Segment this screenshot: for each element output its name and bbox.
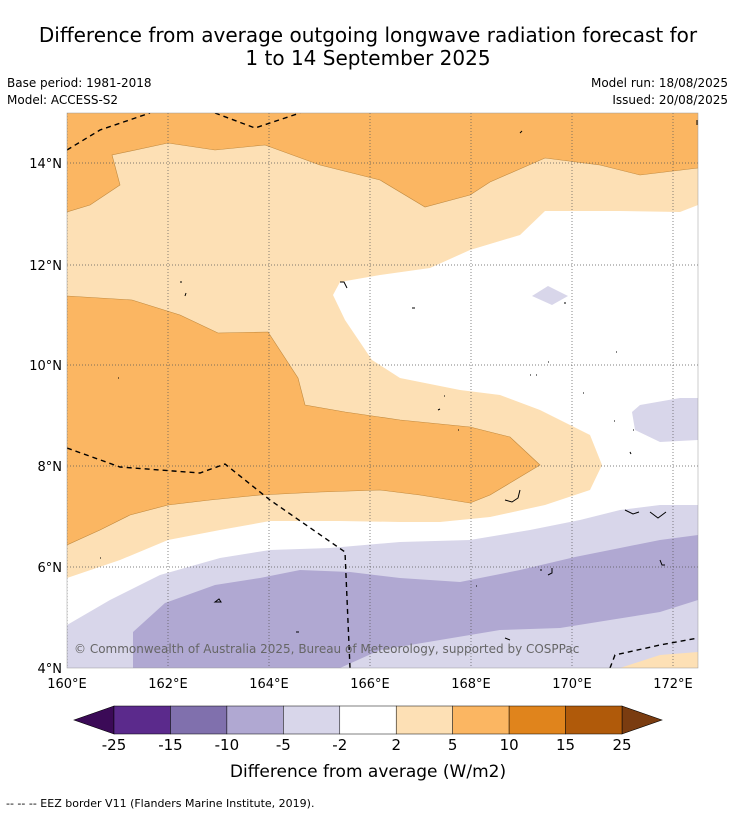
- colorbar-tick-label: 15: [556, 736, 576, 754]
- graticule: [67, 113, 698, 668]
- anomaly-light-purple-patch-east: [632, 398, 698, 442]
- anomaly-light-purple-patch-north: [532, 286, 568, 305]
- lat-label: 14°N: [29, 157, 62, 172]
- colorbar-tick-label: -10: [214, 736, 240, 754]
- anomaly-orange-lower-region: [67, 296, 540, 545]
- lat-label: 4°N: [38, 662, 63, 677]
- lat-axis: 14°N 12°N 10°N 8°N 6°N 4°N: [29, 157, 62, 677]
- colorbar-tick-label: 2: [391, 736, 401, 754]
- colorbar-bin: [565, 705, 623, 735]
- model-name: Model: ACCESS-S2: [7, 93, 119, 107]
- lon-label: 166°E: [350, 677, 390, 692]
- map-plot-area: [67, 113, 698, 668]
- lon-label: 164°E: [249, 677, 289, 692]
- lon-label: 170°E: [552, 677, 592, 692]
- lon-label: 160°E: [47, 677, 87, 692]
- issued-date: Issued: 20/08/2025: [612, 93, 728, 107]
- colorbar-bin: [283, 705, 341, 735]
- lon-label: 172°E: [653, 677, 693, 692]
- lat-label: 6°N: [38, 561, 63, 576]
- lat-label: 10°N: [29, 359, 62, 374]
- lon-label: 168°E: [451, 677, 491, 692]
- eez-border: [67, 113, 698, 668]
- colorbar-tick-label: -5: [275, 736, 291, 754]
- lat-label: 12°N: [29, 259, 62, 274]
- colorbar-tick-label: 10: [499, 736, 519, 754]
- lat-label: 8°N: [38, 460, 63, 475]
- colorbar-tick-label: 5: [447, 736, 458, 754]
- colorbar-bin: [452, 705, 510, 735]
- colorbar-tick-label: -2: [332, 736, 348, 754]
- islands: [100, 120, 698, 641]
- base-period: Base period: 1981-2018: [7, 76, 152, 90]
- colorbar-tick-label: -25: [101, 736, 127, 754]
- colorbar-bin: [113, 705, 171, 735]
- colorbar-bin: [339, 705, 397, 735]
- colorbar-bin: [170, 705, 228, 735]
- colorbar-bin: [508, 705, 566, 735]
- copyright-notice: © Commonwealth of Australia 2025, Bureau…: [74, 642, 579, 656]
- anomaly-light-orange-patch-se: [620, 652, 698, 668]
- map-title-line2: 1 to 14 September 2025: [245, 46, 491, 70]
- colorbar-tick-label: -15: [158, 736, 183, 754]
- eez-legend-note: -- -- -- EEZ border V11 (Flanders Marine…: [6, 797, 315, 810]
- colorbar-bin: [395, 705, 453, 735]
- colorbar: [73, 705, 663, 735]
- model-run: Model run: 18/08/2025: [590, 76, 728, 90]
- map-title-line1: Difference from average outgoing longwav…: [38, 23, 698, 47]
- colorbar-extend-low: [73, 705, 115, 735]
- colorbar-bin: [226, 705, 284, 735]
- colorbar-extend-high: [621, 705, 663, 735]
- lon-axis: 160°E 162°E 164°E 166°E 168°E 170°E 172°…: [47, 677, 693, 692]
- lon-label: 162°E: [148, 677, 188, 692]
- colorbar-tick-label: 25: [612, 736, 632, 754]
- colorbar-label: Difference from average (W/m2): [229, 762, 507, 782]
- anomaly-purple-region: [133, 535, 698, 668]
